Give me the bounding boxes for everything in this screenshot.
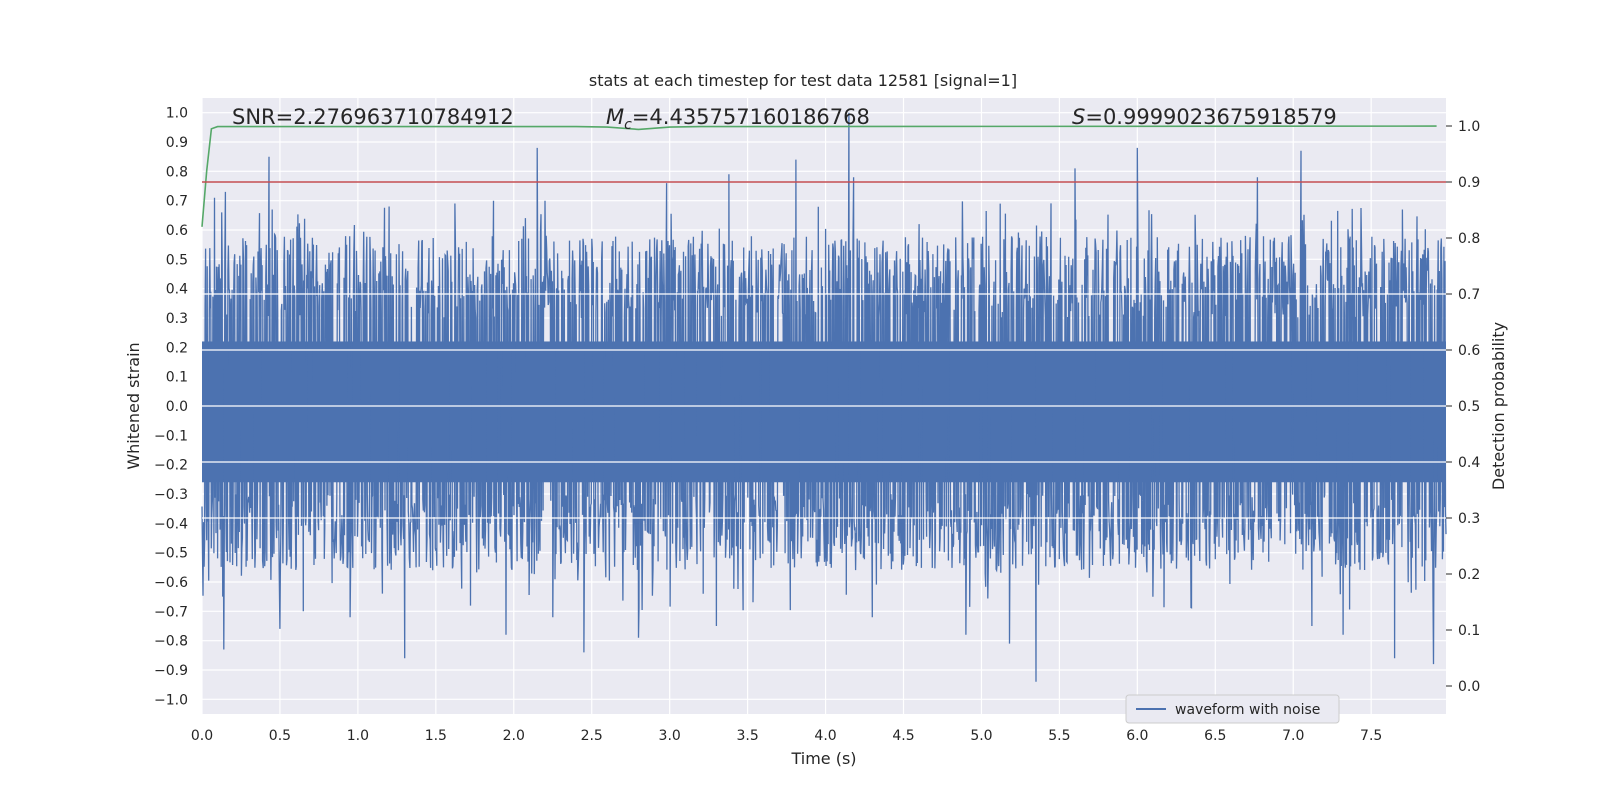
- y2-tick-label: 0.6: [1458, 343, 1480, 359]
- chirp-mass-symbol: M: [606, 105, 624, 129]
- y-tick-label: −0.9: [154, 663, 188, 679]
- chart-title: stats at each timestep for test data 125…: [589, 71, 1017, 90]
- y-tick-label: 0.6: [166, 223, 188, 239]
- y2-tick-label: 0.3: [1458, 511, 1480, 527]
- y-tick-label: −0.7: [154, 604, 188, 620]
- x-tick-label: 5.5: [1048, 728, 1070, 744]
- x-tick-label: 0.0: [191, 728, 213, 744]
- y-tick-label: −0.4: [154, 516, 188, 532]
- y-tick-label: 0.0: [166, 399, 188, 415]
- y-tick-label: −0.6: [154, 575, 188, 591]
- y-tick-label: 0.9: [166, 135, 188, 151]
- detection-stat-symbol: S: [1072, 105, 1085, 129]
- chirp-mass-value: =4.435757160186768: [632, 105, 870, 129]
- y2-tick-label: 0.1: [1458, 623, 1480, 639]
- y2-tick-label: 0.9: [1458, 175, 1480, 191]
- y-tick-labels: 1.0 0.9 0.8 0.7 0.6 0.5 0.4 0.3 0.2 0.1 0.0 −0.1 −0.…: [154, 106, 188, 709]
- x-tick-label: 4.5: [892, 728, 914, 744]
- y2-tick-label: 0.8: [1458, 231, 1480, 247]
- y2-tick-label: 0.7: [1458, 287, 1480, 303]
- x-tick-label: 6.0: [1126, 728, 1148, 744]
- x-tick-label: 3.0: [659, 728, 681, 744]
- x-tick-label: 7.0: [1282, 728, 1304, 744]
- y2-axis-label: Detection probability: [1489, 322, 1508, 490]
- legend-box: [1125, 694, 1340, 724]
- x-tick-label: 2.0: [503, 728, 525, 744]
- y2-tick-labels: 1.0 0.9 0.8 0.7 0.6 0.5 0.4 0.3 0.2 0.1 0.0: [1446, 119, 1480, 695]
- y-tick-label: 0.1: [166, 370, 188, 386]
- y2-tick-label: 0.4: [1458, 455, 1480, 471]
- y-tick-label: −0.8: [154, 634, 188, 650]
- y2-tick-label: 0.2: [1458, 567, 1480, 583]
- plot-area: [201, 98, 1447, 714]
- probability-series: [201, 125, 1446, 227]
- y2-tick-label: 0.0: [1458, 679, 1480, 695]
- x-tick-labels: 0.0 0.5 1.0 1.5 2.0 2.5 3.0 3.5 4.0 4.5 5.0 5.5 6.0 6…: [191, 728, 1382, 744]
- y-tick-label: 0.7: [166, 194, 188, 210]
- y-tick-label: 0.8: [166, 164, 188, 180]
- detection-stat-value: =0.9999023675918579: [1085, 105, 1336, 129]
- x-axis-label: Time (s): [790, 749, 856, 768]
- y-tick-label: 0.2: [166, 340, 188, 356]
- y-tick-label: 0.3: [166, 311, 188, 327]
- x-tick-label: 1.5: [425, 728, 447, 744]
- x-tick-label: 7.5: [1360, 728, 1382, 744]
- chirp-mass-annotation: Mc=4.435757160186768: [606, 105, 870, 133]
- x-tick-label: 0.5: [269, 728, 291, 744]
- x-tick-label: 4.0: [814, 728, 836, 744]
- detection-stat-annotation: S=0.9999023675918579: [1072, 105, 1337, 129]
- y-tick-label: −0.5: [154, 546, 188, 562]
- y-axis-label: Whitened strain: [124, 342, 143, 469]
- legend-label: waveform with noise: [1175, 702, 1320, 718]
- y-tick-label: −1.0: [154, 692, 188, 708]
- chirp-mass-subscript: c: [624, 117, 632, 133]
- y-tick-label: 1.0: [166, 106, 188, 122]
- x-tick-label: 5.0: [970, 728, 992, 744]
- y-tick-label: 0.4: [166, 282, 188, 298]
- legend: waveform with noise: [1125, 694, 1340, 724]
- y-tick-label: −0.2: [154, 458, 188, 474]
- y-tick-label: −0.1: [154, 428, 188, 444]
- waveform-series: [201, 112, 1447, 682]
- x-tick-label: 2.5: [581, 728, 603, 744]
- detection-probability-line: [201, 125, 1437, 227]
- snr-annotation: SNR=2.276963710784912: [232, 105, 514, 129]
- y2-tick-label: 1.0: [1458, 119, 1480, 135]
- right-gridlines: [202, 293, 1446, 519]
- x-tick-label: 3.5: [736, 728, 758, 744]
- y-tick-label: 0.5: [166, 252, 188, 268]
- x-tick-label: 1.0: [347, 728, 369, 744]
- y2-tick-label: 0.5: [1458, 399, 1480, 415]
- y-tick-label: −0.3: [154, 487, 188, 503]
- x-tick-label: 6.5: [1204, 728, 1226, 744]
- waveform-line: [201, 112, 1447, 682]
